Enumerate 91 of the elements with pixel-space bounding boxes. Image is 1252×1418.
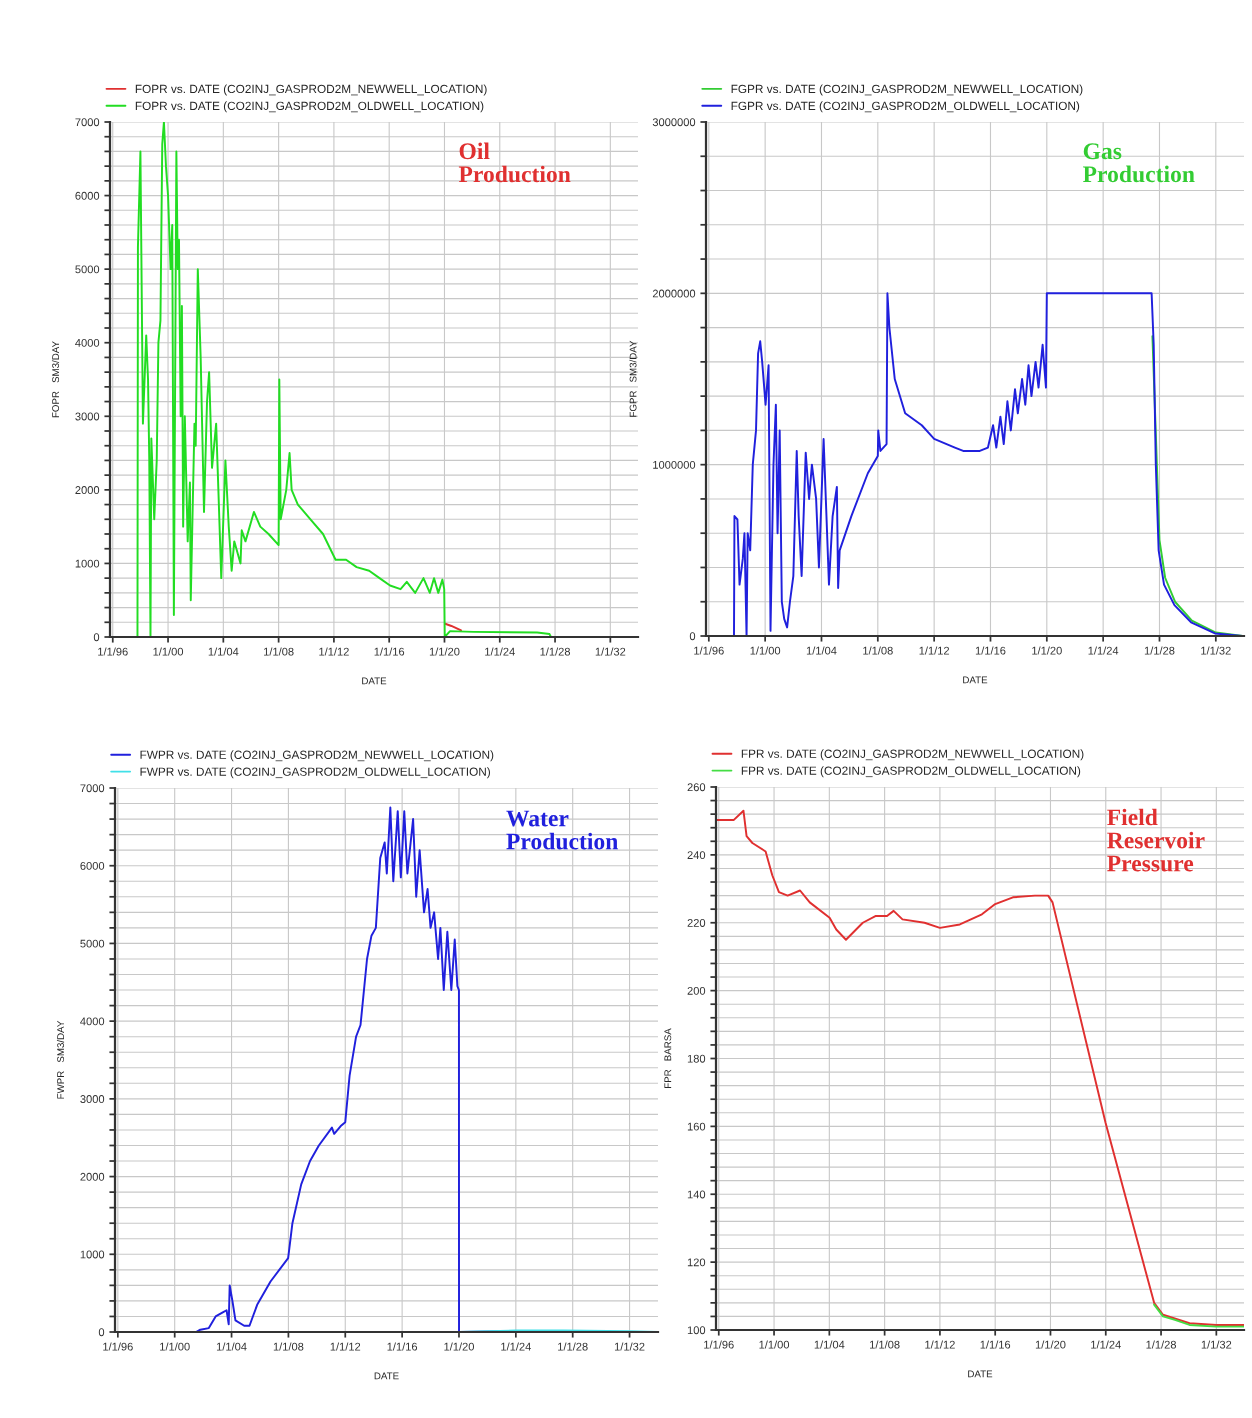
x-axis-title: DATE: [374, 1372, 399, 1380]
x-tick-label: 1/1/32: [595, 647, 626, 656]
legend-label: FPR vs. DATE (CO2INJ_GASPROD2M_NEWWELL_LOCATION): [741, 749, 1084, 761]
x-tick-label: 1/1/96: [704, 1340, 734, 1349]
x-tick-label: 1/1/08: [264, 647, 294, 656]
x-tick-label: 1/1/16: [387, 1342, 418, 1351]
y-tick-label: 3000: [80, 1095, 105, 1103]
x-tick-label: 1/1/28: [540, 647, 571, 656]
line-series: [1153, 1303, 1244, 1328]
x-tick-label: 1/1/28: [1144, 646, 1175, 655]
y-tick-label: 4000: [75, 338, 100, 347]
x-tick-label: 1/1/16: [980, 1340, 1011, 1349]
x-axis-title: DATE: [963, 676, 988, 684]
x-tick-label: 1/1/00: [759, 1340, 790, 1349]
x-axis-title: DATE: [362, 677, 387, 685]
x-tick-label: 1/1/12: [919, 646, 950, 655]
x-tick-label: 1/1/12: [925, 1340, 955, 1349]
x-tick-label: 1/1/32: [1201, 1340, 1232, 1349]
x-tick-label: 1/1/24: [1091, 1340, 1121, 1349]
legend-label: FGPR vs. DATE (CO2INJ_GASPROD2M_OLDWELL_LOCATION): [731, 101, 1080, 113]
x-tick-label: 1/1/96: [98, 647, 128, 656]
y-tick-label: 160: [687, 1122, 706, 1131]
y-tick-label: 1000: [80, 1250, 105, 1259]
y-tick-label: 220: [687, 919, 706, 927]
x-tick-label: 1/1/24: [501, 1342, 531, 1351]
x-tick-label: 1/1/08: [863, 646, 893, 655]
y-tick-label: 1000000: [653, 460, 696, 469]
legend-label: FOPR vs. DATE (CO2INJ_GASPROD2M_OLDWELL_LOCATION): [135, 101, 484, 113]
text: Water Production: [506, 810, 618, 850]
y-tick-label: 0: [93, 633, 100, 642]
legend-label: FPR vs. DATE (CO2INJ_GASPROD2M_OLDWELL_LOCATION): [741, 766, 1081, 778]
x-tick-label: 1/1/24: [485, 647, 515, 656]
legend-label: FWPR vs. DATE (CO2INJ_GASPROD2M_NEWWELL_LOCATION): [140, 750, 494, 762]
y-tick-label: 240: [687, 851, 706, 860]
x-tick-label: 1/1/28: [1146, 1340, 1177, 1349]
x-tick-label: 1/1/96: [103, 1342, 133, 1351]
text: Gas Production: [1083, 143, 1195, 183]
y-tick-label: 1000: [75, 559, 100, 568]
y-axis-title: FGPR SM3/DAY: [629, 340, 637, 417]
x-tick-label: 1/1/00: [160, 1342, 190, 1351]
x-tick-label: 1/1/32: [614, 1342, 645, 1351]
x-tick-label: 1/1/20: [1035, 1340, 1066, 1349]
text: Field Reservoir Pressure: [1107, 808, 1205, 872]
legend-label: FGPR vs. DATE (CO2INJ_GASPROD2M_NEWWELL_LOCATION): [731, 84, 1083, 96]
text: Oil Production: [458, 142, 571, 183]
x-tick-label: 1/1/20: [429, 647, 460, 656]
x-tick-label: 1/1/04: [814, 1340, 845, 1349]
x-tick-label: 1/1/28: [558, 1342, 588, 1351]
x-tick-label: 1/1/32: [1201, 646, 1231, 655]
x-tick-label: 1/1/08: [870, 1340, 900, 1349]
x-tick-label: 1/1/12: [319, 647, 349, 656]
x-tick-label: 1/1/16: [975, 646, 1006, 655]
y-tick-label: 200: [687, 986, 706, 995]
y-tick-label: 140: [687, 1190, 706, 1199]
y-tick-label: 0: [689, 632, 696, 641]
x-tick-label: 1/1/20: [1032, 646, 1062, 655]
x-tick-label: 1/1/16: [374, 647, 405, 656]
y-tick-label: 120: [687, 1258, 706, 1267]
y-tick-label: 260: [687, 783, 706, 792]
y-tick-label: 5000: [80, 939, 105, 948]
x-tick-label: 1/1/04: [806, 646, 837, 655]
x-tick-label: 1/1/00: [750, 646, 781, 655]
y-tick-label: 7000: [75, 118, 100, 127]
y-axis-title: FPR BARSA: [664, 1028, 672, 1088]
x-tick-label: 1/1/96: [694, 646, 724, 655]
y-tick-label: 3000: [75, 412, 100, 421]
y-tick-label: 2000: [80, 1172, 105, 1181]
y-tick-label: 4000: [80, 1017, 105, 1026]
y-axis-title: FOPR SM3/DAY: [51, 341, 60, 418]
x-tick-label: 1/1/08: [273, 1342, 304, 1351]
x-tick-label: 1/1/04: [208, 647, 239, 656]
line-series: [716, 809, 1244, 1326]
y-tick-label: 6000: [80, 861, 105, 870]
legend-label: FWPR vs. DATE (CO2INJ_GASPROD2M_OLDWELL_LOCATION): [140, 767, 490, 779]
x-tick-label: 1/1/04: [216, 1342, 247, 1351]
y-axis-title: FWPR SM3/DAY: [56, 1020, 65, 1099]
y-tick-label: 0: [98, 1328, 105, 1337]
x-tick-label: 1/1/00: [153, 647, 184, 656]
y-tick-label: 180: [687, 1054, 706, 1063]
y-tick-label: 3000000: [652, 118, 696, 127]
y-tick-label: 6000: [75, 191, 100, 200]
x-tick-label: 1/1/20: [444, 1342, 474, 1351]
x-tick-label: 1/1/12: [330, 1342, 361, 1351]
y-tick-label: 2000000: [652, 289, 696, 298]
y-tick-label: 5000: [75, 265, 100, 274]
y-tick-label: 7000: [80, 784, 105, 793]
y-tick-label: 100: [687, 1326, 706, 1335]
x-axis-title: DATE: [968, 1370, 993, 1378]
x-tick-label: 1/1/24: [1088, 646, 1119, 655]
legend-label: FOPR vs. DATE (CO2INJ_GASPROD2M_NEWWELL_LOCATION): [135, 84, 487, 96]
y-tick-label: 2000: [75, 486, 100, 494]
